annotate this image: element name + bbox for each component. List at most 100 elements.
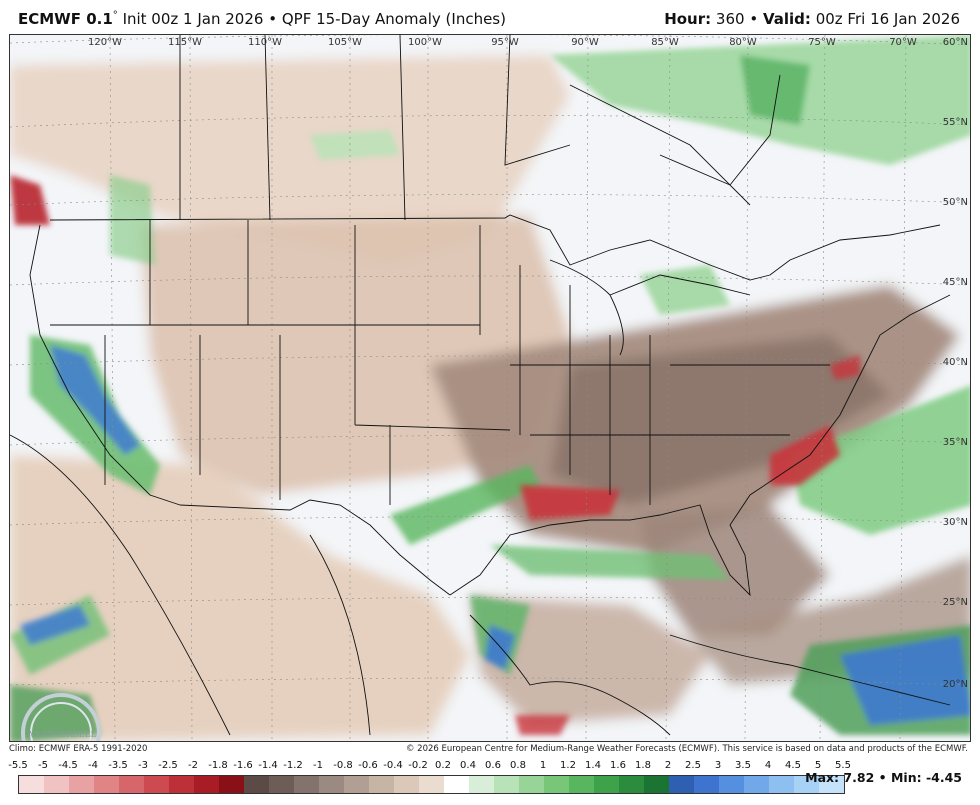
copyright-note: © 2026 European Centre for Medium-Range … — [405, 744, 968, 754]
legend-label: 4 — [764, 760, 772, 771]
legend-swatch — [94, 776, 119, 793]
legend-label: -1.8 — [208, 760, 228, 771]
legend-label: 1.4 — [585, 760, 601, 771]
longitude-label: 110°W — [248, 37, 282, 48]
legend-label: -4 — [88, 760, 98, 771]
valid-value: 00z Fri 16 Jan 2026 — [815, 10, 960, 28]
legend-label: -4.5 — [58, 760, 78, 771]
legend-swatch — [344, 776, 369, 793]
legend-swatch — [19, 776, 44, 793]
max-value: 7.82 — [843, 770, 875, 785]
hour-value: 360 — [715, 10, 745, 28]
legend-swatch — [644, 776, 669, 793]
longitude-label: 90°W — [571, 37, 599, 48]
wet-anomaly-areas — [10, 35, 970, 741]
graticule — [10, 35, 970, 741]
legend-swatch — [394, 776, 419, 793]
legend-swatch — [319, 776, 344, 793]
legend-label: -2 — [188, 760, 198, 771]
legend-label: 2.5 — [685, 760, 701, 771]
logo-text: WEATHERBELL — [26, 730, 96, 740]
latitude-label: 55°N — [943, 117, 968, 128]
longitude-label: 115°W — [168, 37, 202, 48]
political-borders — [10, 35, 951, 736]
latitude-label: 20°N — [943, 679, 968, 690]
legend-swatch — [519, 776, 544, 793]
legend-swatch — [144, 776, 169, 793]
legend-label: 1 — [539, 760, 547, 771]
longitude-label: 105°W — [328, 37, 362, 48]
legend-label: 3.5 — [735, 760, 751, 771]
legend-label: -0.4 — [383, 760, 403, 771]
legend-label: 1.6 — [610, 760, 626, 771]
legend-label: -1.6 — [233, 760, 253, 771]
latitude-label: 30°N — [943, 517, 968, 528]
legend-swatch — [169, 776, 194, 793]
legend-swatch — [769, 776, 794, 793]
legend-label: 0.4 — [460, 760, 476, 771]
legend-label: 2 — [664, 760, 672, 771]
weatherbell-logo: WEATHERBELL — [18, 690, 104, 741]
longitude-label: 120°W — [88, 37, 122, 48]
init-time: Init 00z 1 Jan 2026 — [122, 10, 264, 28]
legend-swatch — [469, 776, 494, 793]
longitude-label: 85°W — [651, 37, 679, 48]
legend-swatch — [544, 776, 569, 793]
legend-label: 5.5 — [835, 760, 851, 771]
latitude-label: 40°N — [943, 357, 968, 368]
legend-swatch — [594, 776, 619, 793]
legend-swatch — [569, 776, 594, 793]
legend-label: -0.2 — [408, 760, 428, 771]
legend-swatch — [744, 776, 769, 793]
latitude-label: 60°N — [943, 37, 968, 48]
min-value: -4.45 — [925, 770, 962, 785]
legend-label: 3 — [714, 760, 722, 771]
legend-swatch — [244, 776, 269, 793]
product-name: QPF 15-Day Anomaly (Inches) — [281, 10, 506, 28]
dry-extreme-areas — [10, 175, 860, 735]
legend-label: 0.8 — [510, 760, 526, 771]
anomaly-map[interactable]: 120°W 115°W 110°W 105°W 100°W 95°W 90°W 85°W 80°… — [9, 34, 971, 742]
legend-swatch — [69, 776, 94, 793]
legend-swatch — [819, 776, 844, 793]
valid-info: Hour: 360 • Valid: 00z Fri 16 Jan 2026 — [664, 10, 960, 28]
legend-swatch — [494, 776, 519, 793]
legend-swatch — [794, 776, 819, 793]
longitude-label: 70°W — [889, 37, 917, 48]
latitude-label: 45°N — [943, 277, 968, 288]
legend-swatch — [44, 776, 69, 793]
model-name: ECMWF 0.1 — [18, 10, 113, 28]
latitude-label: 50°N — [943, 197, 968, 208]
latitude-label: 35°N — [943, 437, 968, 448]
max-min-stats: Max: 7.82 • Min: -4.45 — [805, 770, 962, 785]
latitude-labels: 60°N 55°N 50°N 45°N 40°N 35°N 30°N 25°N 20°N — [943, 37, 968, 690]
map-title: ECMWF 0.1° Init 00z 1 Jan 2026 • QPF 15-… — [18, 10, 506, 28]
legend-label: 4.5 — [785, 760, 801, 771]
legend-label: -0.8 — [333, 760, 353, 771]
longitude-label: 75°W — [808, 37, 836, 48]
legend-bar — [18, 775, 845, 794]
legend-swatch — [269, 776, 294, 793]
climo-note: Climo: ECMWF ERA-5 1991-2020 — [9, 744, 148, 754]
legend-label: 0.6 — [485, 760, 501, 771]
degree-mark: ° — [112, 10, 118, 21]
legend-label: -3.5 — [108, 760, 128, 771]
legend-swatch — [694, 776, 719, 793]
legend-label: 0.2 — [435, 760, 451, 771]
max-label: Max: — [805, 770, 840, 785]
longitude-label: 95°W — [491, 37, 519, 48]
legend-swatch — [719, 776, 744, 793]
legend-labels: -5.5 -5 -4.5 -4 -3.5 -3 -2.5 -2 -1.8 -1.6 -1.4 -1.2… — [8, 760, 851, 774]
legend-label: -2.5 — [158, 760, 178, 771]
hour-label: Hour: — [664, 10, 712, 28]
stats-separator: • — [878, 770, 887, 785]
legend-swatch — [119, 776, 144, 793]
map-canvas: 120°W 115°W 110°W 105°W 100°W 95°W 90°W 85°W 80°… — [10, 35, 970, 741]
longitude-labels: 120°W 115°W 110°W 105°W 100°W 95°W 90°W 85°W 80°… — [88, 37, 917, 48]
legend-swatch — [194, 776, 219, 793]
legend-label: -5.5 — [8, 760, 28, 771]
legend-swatch — [419, 776, 444, 793]
legend-label: 1.8 — [635, 760, 651, 771]
legend-label: -0.6 — [358, 760, 378, 771]
valid-label: Valid: — [762, 10, 811, 28]
